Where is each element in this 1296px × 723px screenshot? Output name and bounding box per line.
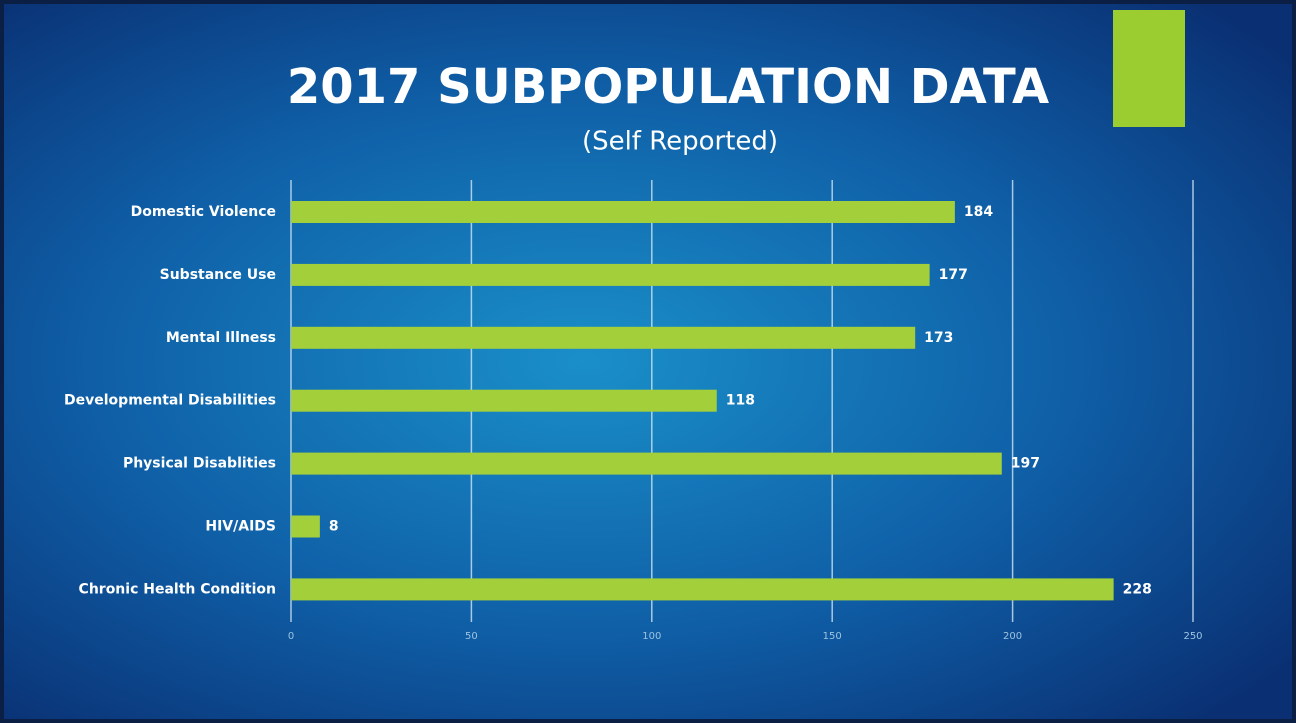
data-label: 184 <box>964 204 993 220</box>
bar <box>291 263 930 286</box>
x-tick-label: 200 <box>1003 631 1022 642</box>
chart-subtitle: (Self Reported) <box>582 127 778 157</box>
bar <box>291 201 955 223</box>
bar <box>291 326 916 349</box>
x-tick-label: 150 <box>823 631 842 642</box>
x-tick-label: 250 <box>1183 631 1202 642</box>
x-tick-label: 0 <box>288 631 294 642</box>
y-tick-label: Mental Illness <box>166 330 276 346</box>
y-tick-label: Chronic Health Condition <box>79 581 276 597</box>
data-label: 8 <box>329 519 339 535</box>
chart-title: 2017 SUBPOPULATION DATA <box>287 59 1049 115</box>
bar <box>291 578 1114 601</box>
y-tick-label: HIV/AIDS <box>205 519 276 535</box>
data-label: 197 <box>1011 456 1040 472</box>
bar <box>291 389 717 412</box>
y-tick-label: Physical Disablities <box>123 456 276 472</box>
accent-square <box>1113 10 1185 127</box>
data-label: 173 <box>924 330 953 346</box>
y-tick-label: Developmental Disabilities <box>64 393 276 409</box>
data-label: 228 <box>1123 581 1152 597</box>
y-tick-label: Domestic Violence <box>131 204 276 220</box>
x-tick-label: 50 <box>465 631 478 642</box>
bar <box>291 515 320 538</box>
data-label: 177 <box>939 267 968 283</box>
bar <box>291 452 1002 475</box>
y-tick-label: Substance Use <box>160 267 276 283</box>
x-tick-label: 100 <box>642 631 661 642</box>
data-label: 118 <box>726 393 755 409</box>
